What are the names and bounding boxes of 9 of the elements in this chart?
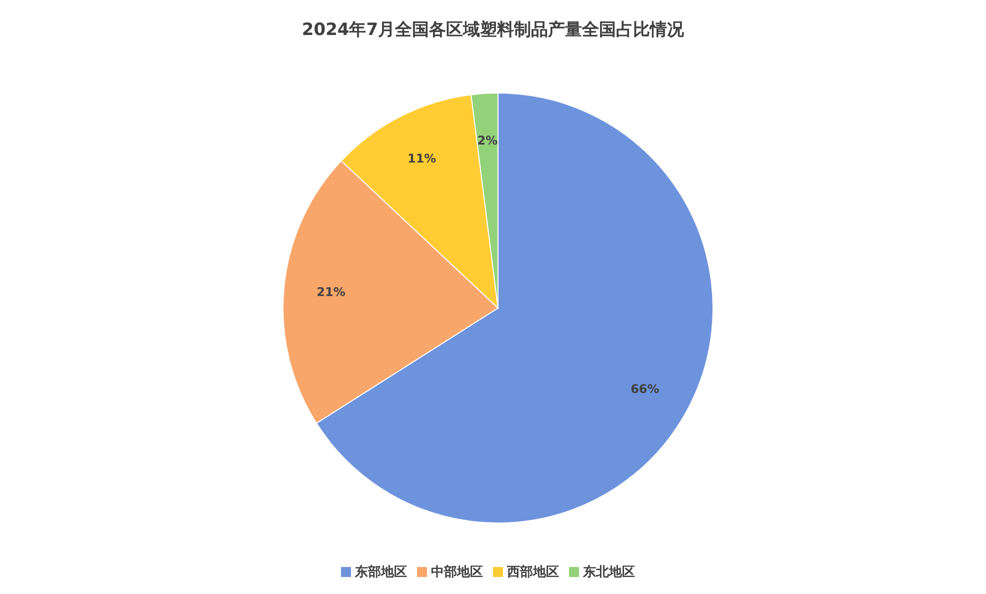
legend-label: 中部地区 [431, 565, 483, 580]
data-label: 2% [477, 134, 498, 148]
data-label: 66% [630, 382, 660, 396]
legend-label: 东部地区 [355, 565, 407, 580]
legend-label: 西部地区 [507, 565, 559, 580]
data-label: 11% [408, 152, 436, 166]
chart-title: 2024年7月全国各区域塑料制品产量全国占比情况 [300, 19, 686, 42]
legend-label: 东北地区 [583, 565, 635, 580]
data-label: 21% [316, 285, 346, 300]
